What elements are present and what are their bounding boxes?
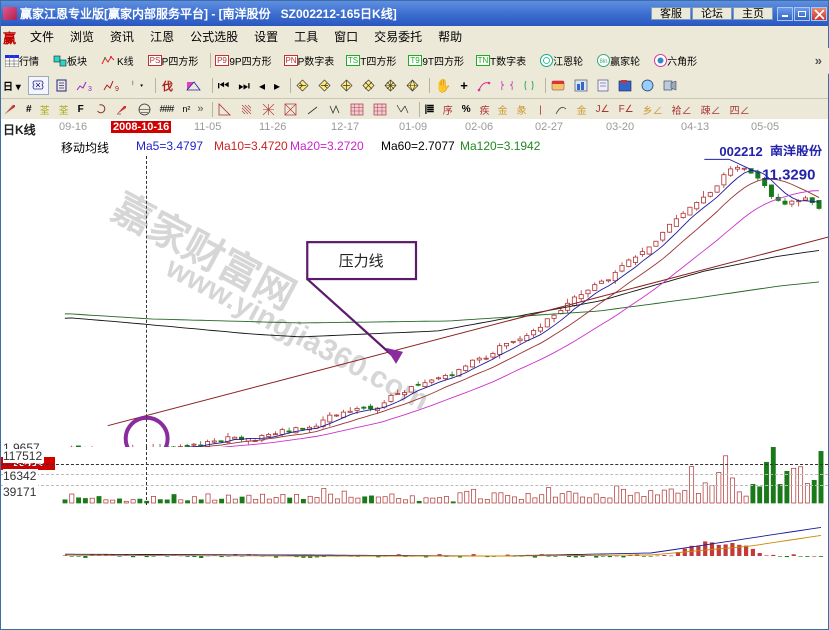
svg-text:P9: P9 [217, 56, 227, 65]
svg-text:PN: PN [285, 56, 296, 65]
svg-text:11.3290: 11.3290 [762, 166, 815, 183]
svg-text:TN: TN [478, 56, 489, 65]
svg-text:TS: TS [348, 56, 358, 65]
svg-text:伐: 伐 [162, 79, 173, 92]
svg-text:T9: T9 [411, 56, 421, 65]
svg-text:8in: 8in [600, 59, 608, 65]
svg-text:3: 3 [88, 86, 92, 92]
svg-text:压力线: 压力线 [339, 253, 384, 270]
svg-text:9: 9 [115, 86, 119, 92]
svg-text:PS: PS [149, 56, 160, 65]
